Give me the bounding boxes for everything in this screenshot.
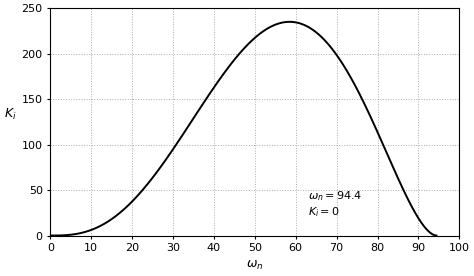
Text: $\omega_n = 94.4$
$K_i = 0$: $\omega_n = 94.4$ $K_i = 0$ <box>308 190 363 219</box>
Y-axis label: $K_i$: $K_i$ <box>4 107 17 122</box>
X-axis label: $\omega_n$: $\omega_n$ <box>246 259 264 272</box>
